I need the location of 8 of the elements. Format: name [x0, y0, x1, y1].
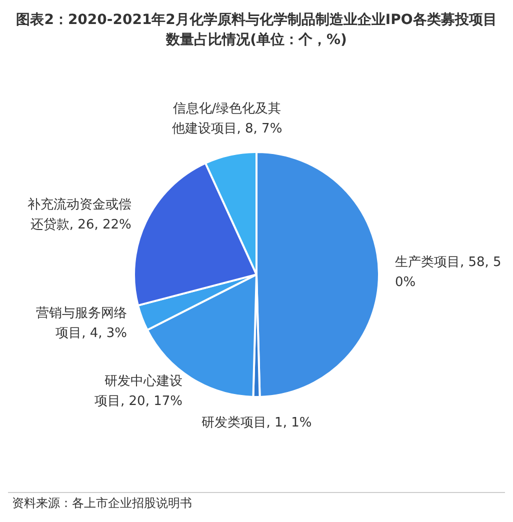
slice-label: 研发类项目, 1, 1% — [201, 415, 312, 430]
slice-label: 补充流动资金或偿还贷款, 26, 22% — [27, 196, 132, 232]
slice-label: 营销与服务网络项目, 4, 3% — [36, 306, 127, 341]
slice-label: 生产类项目, 58, 50% — [394, 255, 502, 290]
text: 资料来源：各上市企业招股说明书 — [8, 492, 505, 514]
chart-title: 图表2：2020-2021年2月化学原料与化学制品制造业企业IPO各类募投项目数量占比情况(单位：个，%) — [15, 11, 498, 50]
slice-label: 信息化/绿色化及其他建设项目, 8, 7% — [172, 102, 282, 137]
slice-label: 研发中心建设项目, 20, 17% — [94, 372, 182, 409]
